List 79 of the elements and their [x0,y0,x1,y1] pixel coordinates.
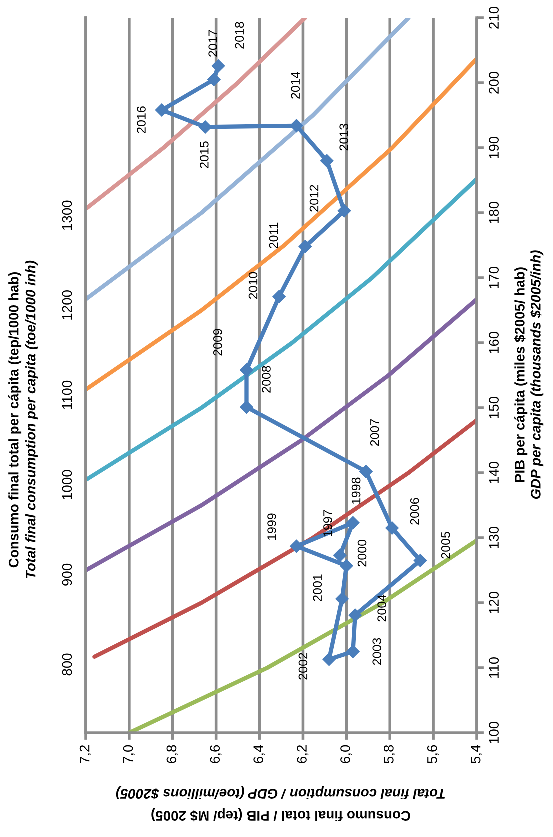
y-tick-label: 190 [489,136,500,159]
point [290,540,304,554]
point [240,364,254,377]
annotation: 2010 [248,272,258,300]
x-tick-label: 6,0 [340,745,352,764]
x-tick-label: 5,8 [384,745,396,764]
annotation: 2017 [208,30,218,57]
annotation: 2003 [372,638,382,666]
point [290,119,304,132]
annotation: 2015 [200,142,209,168]
annotation: 2013 [340,124,349,151]
x-tick-label: 6,4 [254,745,266,764]
point [212,60,226,73]
line-series [86,297,477,573]
annotation: 2000 [358,540,367,567]
line-series [86,56,477,392]
line-series [86,18,308,212]
annotation: 2006 [410,498,420,525]
point [198,120,212,134]
x-tick-label: 6,8 [166,745,178,764]
annotation: 2014 [291,72,300,99]
y-tick-label: 200 [489,72,500,94]
x-tick-label: 7,0 [123,745,135,764]
annotation: 2009 [213,329,222,356]
y2-tick-label: 900 [62,564,72,586]
y-tick-label: 120 [489,592,500,614]
x-tick-label: 6,6 [210,745,222,764]
y-axis-title: PIB per cápita (miles $2005/ hab) GDP per capita (thousands $2005/inh) [514,250,544,500]
annotation: 1999 [268,514,276,540]
x-tick-label: 5,4 [471,745,482,764]
y-tick-label: 170 [489,266,500,289]
y-tick-label: 210 [489,6,500,29]
y-tick-label: 100 [489,722,500,744]
annotation: 2004 [378,594,386,622]
point [322,652,336,666]
y2-tick-label: 1300 [62,200,72,230]
y-tick-label: 110 [489,657,500,678]
point [414,554,428,568]
y2-tick-label: 1100 [62,380,72,410]
annotation: 2008 [262,366,271,393]
y-tick-label: 140 [489,462,500,484]
line-series [86,18,411,302]
x-axis-title: Consumo final total / PIB (tep/ M$ 2005) Total final consumption / GDP (toe/millions $2005) [116,786,446,822]
annotation: 2012 [310,185,319,212]
y-tick-label: 180 [489,202,500,224]
point [298,240,312,254]
x-tick-label: 6,2 [297,746,309,764]
point [346,645,360,658]
point [338,204,352,218]
point [346,516,360,530]
point [272,290,286,304]
y-tick-label: 130 [489,526,500,549]
annotation: 1998 [352,478,361,504]
annotation: 2018 [235,22,244,49]
point [155,104,169,117]
point [334,548,347,562]
y2-axis-title: Consumo final total per cápita (tep/1000 hab) Total final consumption per capita (toe/1000 inh) [8,260,38,578]
annotation: 2011 [269,222,278,248]
annotation: 2002 [298,653,308,680]
annotation: 2007 [370,420,380,446]
annotation: 2016 [137,106,146,134]
point [386,522,399,535]
y2-tick-label: 1000 [62,470,72,500]
y2-tick-label: 800 [62,654,72,676]
annotation: 1997 [324,510,332,537]
point [360,465,373,478]
y2-tick-label: 1200 [62,290,72,320]
y-tick-label: 150 [489,396,500,419]
x-tick-label: 7,2 [80,746,92,764]
annotation: 2001 [313,574,322,602]
point [336,592,349,606]
x-tick-label: 5,6 [427,745,439,764]
point [240,400,254,414]
point [340,559,354,573]
point [208,73,221,86]
point [320,154,334,168]
point [348,608,362,622]
y-tick-label: 160 [489,332,500,354]
annotation: 2005 [441,532,450,559]
